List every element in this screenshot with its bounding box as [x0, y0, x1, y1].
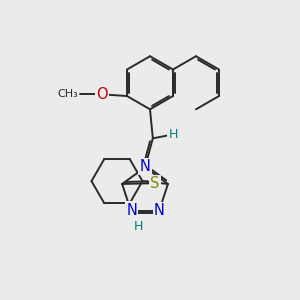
Text: N: N [140, 159, 151, 174]
Text: O: O [96, 87, 107, 102]
Text: N: N [154, 203, 165, 218]
Text: N: N [126, 203, 137, 218]
Text: H: H [134, 220, 143, 233]
Text: H: H [168, 128, 178, 141]
Text: CH₃: CH₃ [57, 89, 78, 99]
Text: S: S [150, 176, 159, 191]
